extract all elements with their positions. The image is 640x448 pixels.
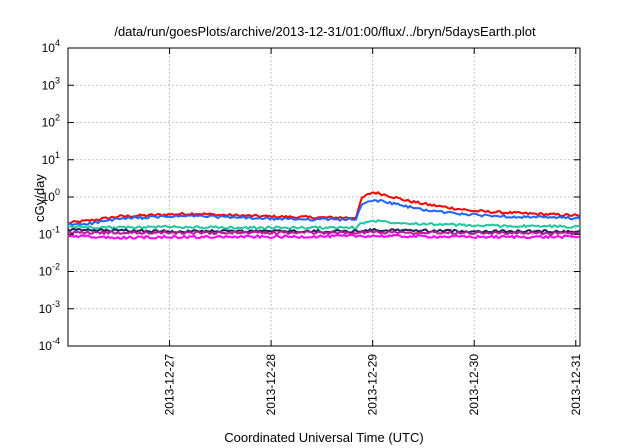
y-axis: 10-4 10-3 10-2 10-1 100 101 102 103 104 — [39, 38, 580, 353]
x-tick-label: 2013-12-30 — [467, 354, 481, 416]
chart-title: /data/run/goesPlots/archive/2013-12-31/0… — [114, 24, 536, 39]
x-axis-label: Coordinated Universal Time (UTC) — [224, 430, 423, 445]
series-line — [67, 227, 581, 234]
y-axis-label: cGy/day — [32, 174, 47, 222]
series-group — [67, 191, 581, 240]
x-tick-label: 2013-12-29 — [366, 354, 380, 416]
grid-lines — [68, 48, 580, 346]
series-line — [67, 199, 581, 226]
x-tick-label: 2013-12-28 — [264, 354, 278, 416]
x-tick-label: 2013-12-27 — [163, 354, 177, 416]
series-line — [67, 233, 581, 240]
series-line — [67, 230, 581, 236]
series-line — [67, 191, 581, 225]
y-tick-label: 10-3 — [39, 299, 60, 316]
series-line — [67, 219, 581, 230]
x-tick-label: 2013-12-31 — [569, 354, 583, 416]
y-tick-label: 10-1 — [39, 224, 60, 241]
y-tick-label: 102 — [42, 113, 60, 130]
y-tick-label: 10-4 — [39, 336, 60, 353]
x-axis: 2013-12-27 2013-12-28 2013-12-29 2013-12-30… — [163, 48, 583, 415]
y-tick-label: 101 — [42, 150, 60, 167]
y-tick-label: 10-2 — [39, 262, 60, 279]
y-tick-label: 100 — [42, 187, 60, 204]
y-tick-label: 104 — [42, 38, 60, 55]
y-tick-label: 103 — [42, 75, 60, 92]
